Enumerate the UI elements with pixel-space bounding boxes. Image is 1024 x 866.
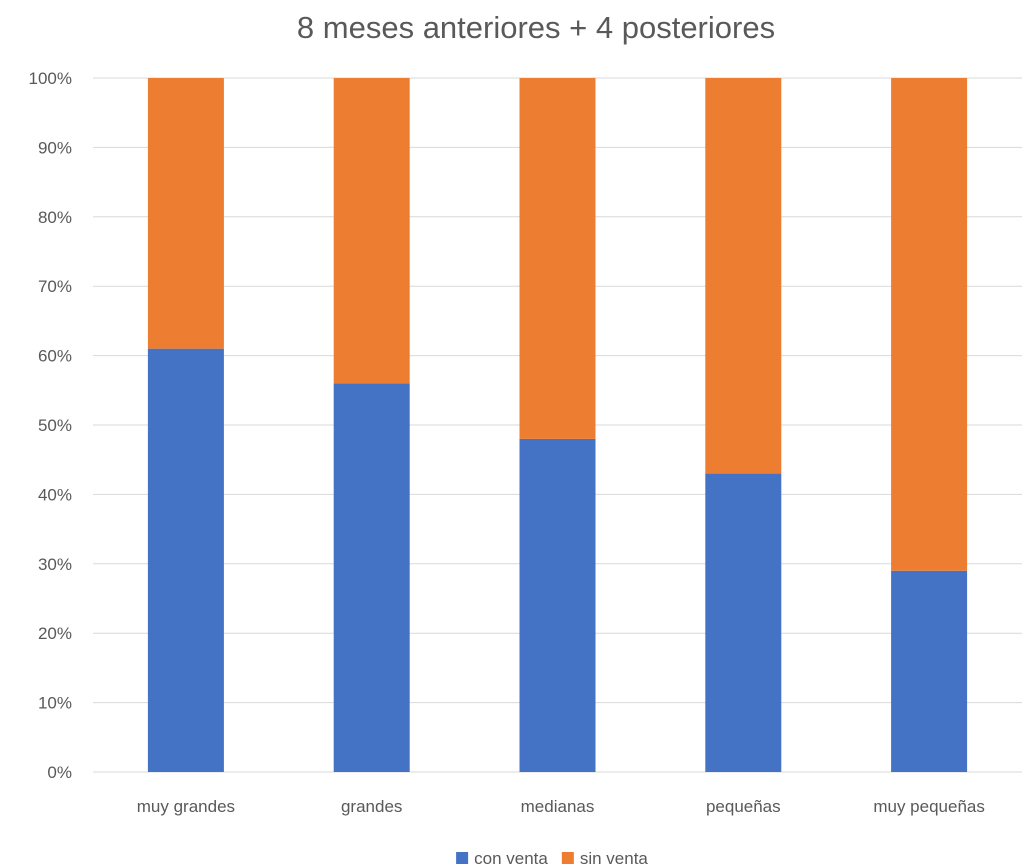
y-tick-label: 90% [38,138,72,157]
y-tick-label: 60% [38,347,72,366]
bar-segment-sin-venta [147,78,224,349]
bar-segment-con-venta [705,473,782,772]
y-tick-label: 50% [38,416,72,435]
y-axis-ticks: 0% 10% 20% 30% 40% 50% 60% 70% 80% 90% 100% [29,69,72,782]
y-tick-label: 80% [38,208,72,227]
legend-item: con venta [456,849,548,866]
bar-segment-sin-venta [519,78,596,439]
y-tick-label: 0% [47,763,72,782]
x-tick-label: medianas [521,797,595,816]
x-tick-label: muy pequeñas [873,797,985,816]
legend-label: con venta [474,849,548,866]
bar-segment-sin-venta [333,78,410,384]
legend: con venta sin venta [456,849,648,866]
legend-swatch [456,852,469,864]
x-tick-label: grandes [341,797,402,816]
bar-segment-con-venta [519,438,596,772]
bar-segment-sin-venta [705,78,782,474]
chart-title: 8 meses anteriores + 4 posteriores [297,10,775,45]
bar-segment-con-venta [147,348,224,772]
x-tick-label: pequeñas [706,797,781,816]
x-axis-ticks: muy grandes grandes medianas pequeñas muy pe… [137,797,985,816]
legend-label: sin venta [580,849,649,866]
y-tick-label: 20% [38,624,72,643]
bar-segment-sin-venta [891,78,968,571]
bar-segment-con-venta [333,383,410,772]
y-tick-label: 100% [29,69,72,88]
legend-swatch [561,852,574,864]
legend-item: sin venta [561,849,649,866]
y-tick-label: 10% [38,694,72,713]
y-tick-label: 30% [38,555,72,574]
y-tick-label: 70% [38,277,72,296]
bars [147,78,968,772]
x-tick-label: muy grandes [137,797,235,816]
bar-segment-con-venta [891,570,968,772]
y-tick-label: 40% [38,485,72,504]
